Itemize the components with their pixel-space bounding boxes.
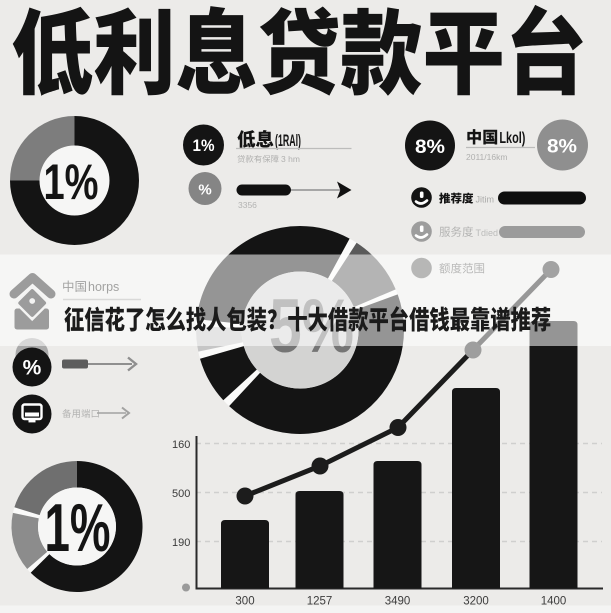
svg-text:%: % <box>23 357 42 380</box>
svg-text:1257: 1257 <box>307 596 333 608</box>
svg-text:160: 160 <box>172 439 190 451</box>
svg-text:190: 190 <box>172 537 190 549</box>
svg-text:8%: 8% <box>547 137 577 158</box>
svg-text:%: % <box>198 182 211 199</box>
svg-text:horps: horps <box>88 280 119 294</box>
svg-text:1%: 1% <box>44 154 99 210</box>
svg-text:2011/16km: 2011/16km <box>466 152 507 162</box>
svg-text:3 hm: 3 hm <box>281 154 300 164</box>
svg-text:Tdied: Tdied <box>476 228 499 238</box>
svg-text:1%: 1% <box>193 136 215 155</box>
svg-text:8%: 8% <box>415 137 445 158</box>
svg-text:(1RAl): (1RAl) <box>275 131 301 150</box>
svg-text:3356: 3356 <box>238 200 257 210</box>
svg-text:Jitim: Jitim <box>476 195 495 205</box>
svg-text:3200: 3200 <box>463 596 489 608</box>
svg-text:Lkol): Lkol) <box>499 130 525 147</box>
svg-text:300: 300 <box>235 596 254 608</box>
svg-text:1%: 1% <box>45 490 111 566</box>
svg-text:3490: 3490 <box>385 596 411 608</box>
svg-text:500: 500 <box>172 488 190 500</box>
svg-text:1400: 1400 <box>541 596 567 608</box>
